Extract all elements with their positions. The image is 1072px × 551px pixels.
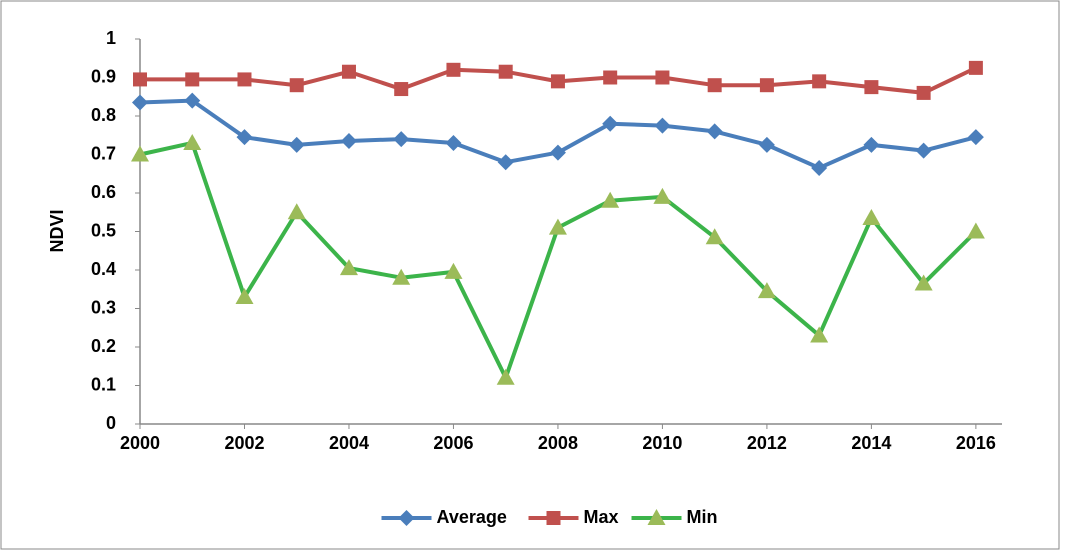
y-tick-label: 0 bbox=[106, 413, 116, 433]
data-point bbox=[549, 144, 566, 161]
y-tick-label: 0.9 bbox=[91, 66, 116, 86]
y-tick-label: 0.1 bbox=[91, 374, 116, 394]
data-point bbox=[133, 72, 147, 87]
data-point bbox=[968, 60, 983, 75]
data-point bbox=[393, 131, 410, 148]
data-point bbox=[759, 78, 774, 93]
data-point bbox=[758, 136, 775, 153]
data-point bbox=[601, 191, 620, 208]
data-point bbox=[914, 274, 933, 291]
data-point bbox=[916, 85, 931, 100]
data-point bbox=[654, 117, 671, 134]
data-point bbox=[707, 78, 722, 93]
data-point bbox=[339, 259, 358, 276]
data-point bbox=[862, 209, 881, 226]
y-tick-label: 0.4 bbox=[91, 259, 116, 279]
x-tick-label: 2010 bbox=[642, 433, 682, 453]
x-tick-label: 2006 bbox=[433, 433, 473, 453]
data-point bbox=[446, 62, 461, 77]
data-point bbox=[184, 92, 201, 109]
data-point bbox=[706, 123, 723, 140]
data-point bbox=[236, 129, 253, 146]
data-point bbox=[237, 72, 252, 87]
data-point bbox=[915, 142, 932, 159]
y-tick-label: 1 bbox=[106, 28, 116, 48]
legend-label: Average bbox=[437, 507, 507, 527]
y-tick-label: 0.2 bbox=[91, 336, 116, 356]
y-tick-label: 0.6 bbox=[91, 182, 116, 202]
legend-label: Max bbox=[584, 507, 619, 527]
data-point bbox=[496, 368, 515, 385]
x-tick-label: 2012 bbox=[747, 433, 787, 453]
y-axis-label: NDVI bbox=[47, 209, 67, 252]
x-tick-label: 2016 bbox=[956, 433, 996, 453]
data-point bbox=[812, 74, 827, 89]
x-tick-label: 2000 bbox=[120, 433, 160, 453]
x-tick-label: 2004 bbox=[329, 433, 369, 453]
data-point bbox=[340, 133, 357, 150]
data-point bbox=[550, 74, 565, 89]
data-point bbox=[653, 187, 672, 204]
y-tick-label: 0.5 bbox=[91, 220, 116, 240]
data-point bbox=[288, 136, 305, 153]
data-point bbox=[705, 228, 724, 245]
data-point bbox=[289, 78, 304, 93]
x-tick-label: 2014 bbox=[851, 433, 891, 453]
data-point bbox=[757, 282, 776, 299]
data-point bbox=[235, 287, 254, 304]
data-point bbox=[185, 72, 200, 87]
data-point bbox=[967, 129, 984, 146]
data-point bbox=[132, 94, 148, 111]
data-point bbox=[341, 64, 356, 79]
data-point bbox=[394, 82, 409, 97]
data-point bbox=[445, 134, 462, 151]
data-point bbox=[863, 136, 880, 153]
data-point bbox=[864, 80, 879, 95]
legend-marker bbox=[647, 509, 666, 525]
y-tick-label: 0.3 bbox=[91, 297, 116, 317]
y-tick-label: 0.7 bbox=[91, 143, 116, 163]
data-point bbox=[966, 222, 985, 239]
legend-marker bbox=[398, 510, 415, 526]
data-point bbox=[131, 145, 149, 162]
data-point bbox=[603, 70, 618, 85]
data-point bbox=[655, 70, 670, 85]
legend-marker bbox=[546, 511, 561, 525]
data-point bbox=[810, 326, 829, 343]
data-point bbox=[392, 268, 411, 285]
legend-label: Min bbox=[687, 507, 718, 527]
data-point bbox=[497, 154, 514, 171]
data-point bbox=[548, 218, 567, 235]
x-tick-label: 2008 bbox=[538, 433, 578, 453]
data-point bbox=[811, 159, 828, 176]
data-point bbox=[498, 64, 513, 79]
data-point bbox=[602, 115, 619, 132]
data-point bbox=[444, 262, 463, 279]
y-tick-label: 0.8 bbox=[91, 105, 116, 125]
data-point bbox=[183, 133, 202, 150]
data-point bbox=[287, 203, 306, 220]
x-tick-label: 2002 bbox=[224, 433, 264, 453]
